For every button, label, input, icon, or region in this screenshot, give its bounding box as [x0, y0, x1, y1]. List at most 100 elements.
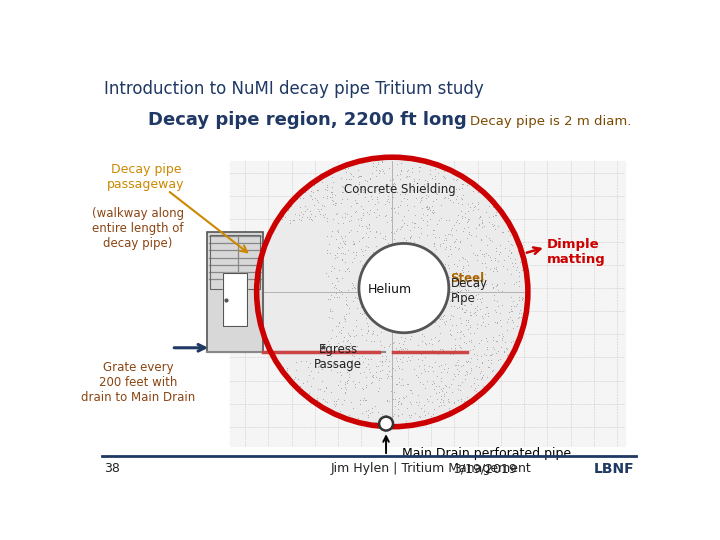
Point	[422, 211, 433, 219]
Point	[360, 373, 372, 381]
Point	[451, 287, 463, 295]
Point	[418, 380, 429, 388]
Point	[356, 309, 367, 318]
Point	[421, 177, 433, 185]
Point	[338, 236, 349, 245]
Point	[483, 213, 495, 221]
Point	[349, 292, 361, 301]
Point	[336, 199, 347, 207]
Point	[343, 304, 355, 313]
Point	[485, 359, 497, 367]
Point	[387, 395, 399, 403]
Point	[423, 362, 434, 370]
Point	[465, 300, 477, 308]
Point	[295, 216, 307, 225]
Point	[460, 339, 472, 347]
Point	[465, 338, 477, 346]
Point	[274, 359, 286, 368]
Point	[422, 349, 433, 357]
Point	[329, 191, 341, 199]
Point	[468, 373, 480, 382]
Point	[321, 183, 333, 191]
Point	[390, 354, 401, 362]
Point	[362, 327, 374, 336]
Point	[395, 222, 407, 231]
Point	[292, 194, 303, 203]
Point	[513, 335, 524, 344]
Point	[433, 349, 444, 358]
Point	[485, 356, 497, 364]
Point	[460, 275, 472, 284]
Point	[474, 245, 486, 254]
Point	[318, 193, 329, 202]
Point	[487, 202, 499, 211]
Point	[422, 246, 433, 254]
Point	[409, 219, 420, 228]
Point	[361, 207, 372, 216]
Point	[324, 248, 336, 257]
Point	[422, 377, 433, 386]
Point	[450, 321, 462, 329]
Point	[391, 171, 402, 180]
Point	[448, 220, 459, 229]
Point	[462, 357, 473, 366]
Point	[336, 383, 347, 392]
Point	[338, 333, 350, 341]
Point	[514, 244, 526, 253]
Point	[418, 210, 429, 219]
Point	[427, 230, 438, 238]
Point	[405, 233, 416, 241]
Point	[330, 199, 341, 207]
Point	[477, 275, 489, 284]
Point	[330, 210, 341, 219]
Point	[332, 276, 343, 285]
Point	[390, 180, 401, 189]
Point	[482, 251, 494, 259]
Point	[373, 376, 384, 384]
Point	[421, 217, 433, 226]
Point	[465, 336, 477, 345]
Point	[371, 330, 382, 339]
Point	[470, 362, 482, 370]
Point	[428, 226, 440, 234]
Point	[432, 168, 444, 177]
Point	[366, 168, 378, 177]
Point	[455, 319, 467, 327]
Point	[421, 201, 433, 210]
Point	[307, 374, 319, 383]
Point	[513, 272, 525, 280]
Point	[355, 244, 366, 253]
Point	[418, 332, 430, 340]
Point	[406, 389, 418, 397]
Point	[476, 279, 487, 287]
Point	[428, 348, 440, 356]
Point	[340, 295, 351, 304]
Point	[400, 235, 412, 244]
Point	[502, 345, 513, 353]
Point	[407, 352, 418, 360]
Point	[348, 253, 359, 262]
Point	[328, 264, 339, 272]
Point	[344, 168, 356, 177]
Point	[498, 347, 510, 355]
Point	[391, 227, 402, 235]
Point	[407, 180, 418, 188]
Point	[340, 239, 351, 248]
Point	[480, 302, 492, 311]
Point	[317, 343, 328, 352]
Point	[482, 320, 494, 328]
Point	[325, 366, 337, 374]
Point	[322, 193, 333, 202]
Point	[354, 256, 366, 265]
Point	[428, 405, 440, 414]
Point	[328, 197, 339, 205]
Point	[326, 306, 338, 315]
Text: Decay pipe is 2 m diam.: Decay pipe is 2 m diam.	[469, 115, 631, 128]
Point	[417, 348, 428, 356]
Point	[462, 200, 474, 208]
Point	[278, 363, 289, 372]
Point	[488, 220, 500, 229]
Point	[302, 377, 313, 386]
Point	[328, 200, 339, 208]
Point	[422, 230, 433, 239]
